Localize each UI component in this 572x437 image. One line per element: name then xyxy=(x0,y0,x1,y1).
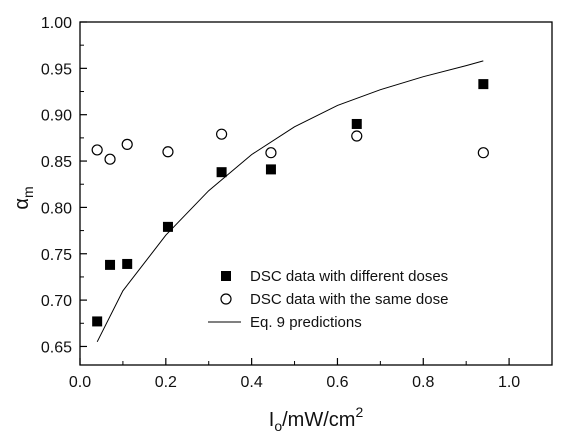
legend: DSC data with different doses DSC data wi… xyxy=(208,268,448,331)
y-tick-label: 0.85 xyxy=(41,154,72,171)
different-doses-point xyxy=(478,79,489,90)
y-tick-label: 1.00 xyxy=(41,15,72,32)
plot-frame xyxy=(79,21,553,366)
y-axis-title-main: α xyxy=(11,198,33,210)
x-tick-label: 0.4 xyxy=(241,374,263,391)
x-axis-title: Io/mW/cm2 xyxy=(269,404,364,434)
eq9-prediction-line xyxy=(96,60,484,343)
different-doses-point xyxy=(216,167,227,178)
legend-square-symbol xyxy=(221,271,231,281)
x-axis-title-rest: /mW/cm xyxy=(282,409,355,431)
x-tick-label: 0.2 xyxy=(155,374,177,391)
different-doses-point xyxy=(351,118,362,129)
x-tick-label: 1.0 xyxy=(498,374,520,391)
same-dose-point xyxy=(351,130,363,142)
x-axis-title-main: I xyxy=(269,409,275,431)
x-tick-label: 0.0 xyxy=(69,374,91,391)
axis-ticks: 0.0 0.2 0.4 0.6 0.8 1.0 0.65 0.70 0.75 0.80 0.85 0.… xyxy=(41,15,520,391)
y-tick-label: 0.80 xyxy=(41,200,72,217)
curve-layer xyxy=(96,60,484,343)
x-tick-label: 0.8 xyxy=(412,374,434,391)
legend-circle-symbol xyxy=(220,293,232,305)
different-doses-point xyxy=(105,259,116,270)
y-tick-label: 0.75 xyxy=(41,247,72,264)
same-dose-point xyxy=(265,147,277,159)
same-dose-point xyxy=(104,153,116,165)
x-tick-label: 0.6 xyxy=(326,374,348,391)
same-dose-point xyxy=(216,128,228,140)
y-axis-title-sub: m xyxy=(20,186,36,198)
different-doses-point xyxy=(265,164,276,175)
same-dose-point xyxy=(91,144,103,156)
same-dose-point xyxy=(477,147,489,159)
x-axis-title-sup: 2 xyxy=(355,404,363,420)
different-doses-point xyxy=(162,221,173,232)
x-axis-title-sub: o xyxy=(274,418,282,434)
different-doses-point xyxy=(122,258,133,269)
y-tick-label: 0.65 xyxy=(41,339,72,356)
y-axis-title: αm xyxy=(11,186,36,209)
y-tick-label: 0.70 xyxy=(41,293,72,310)
different-doses-point xyxy=(92,316,103,327)
y-tick-label: 0.90 xyxy=(41,108,72,125)
legend-label: DSC data with different doses xyxy=(250,268,448,285)
marker-layer xyxy=(91,79,489,327)
y-tick-label: 0.95 xyxy=(41,61,72,78)
same-dose-point xyxy=(121,138,133,150)
legend-label: DSC data with the same dose xyxy=(250,291,448,308)
same-dose-point xyxy=(162,146,174,158)
legend-label: Eq. 9 predictions xyxy=(250,314,362,331)
